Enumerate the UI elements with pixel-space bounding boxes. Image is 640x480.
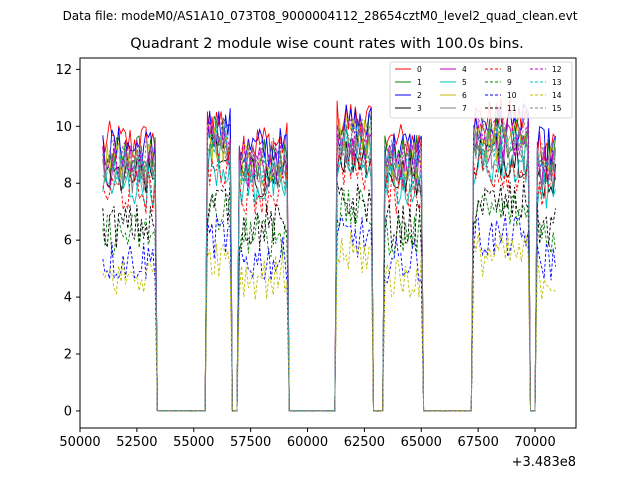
- y-tick-label: 8: [64, 177, 72, 192]
- y-tick-label: 0: [64, 404, 72, 419]
- legend-label-7: 7: [462, 104, 467, 113]
- x-axis: 50000 52500 55000 57500 60000 62500 65000 67500…: [59, 428, 556, 450]
- legend-label-13: 13: [552, 78, 562, 87]
- legend-label-15: 15: [552, 104, 562, 113]
- legend-label-14: 14: [552, 91, 562, 100]
- legend-label-8: 8: [507, 65, 512, 74]
- legend-label-11: 11: [507, 104, 517, 113]
- y-tick-label: 10: [55, 120, 72, 135]
- series-layer: [102, 98, 556, 412]
- y-tick-label: 2: [64, 348, 72, 363]
- legend-label-4: 4: [462, 65, 467, 74]
- x-tick-label: 60000: [287, 435, 328, 450]
- y-tick-label: 12: [55, 63, 72, 78]
- legend-label-6: 6: [462, 91, 467, 100]
- x-tick-label: 70000: [514, 435, 555, 450]
- y-tick-label: 4: [64, 291, 72, 306]
- x-tick-label: 65000: [401, 435, 442, 450]
- x-tick-label: 57500: [230, 435, 271, 450]
- legend-label-10: 10: [507, 91, 517, 100]
- legend-label-3: 3: [417, 104, 422, 113]
- x-tick-label: 50000: [59, 435, 100, 450]
- x-tick-label: 62500: [344, 435, 385, 450]
- x-offset-label: +3.483e8: [512, 455, 576, 470]
- series-line-10: [102, 214, 556, 412]
- chart-title: Quadrant 2 module wise count rates with …: [130, 36, 524, 52]
- plot-area: [79, 57, 577, 429]
- legend-label-2: 2: [417, 91, 422, 100]
- y-tick-label: 6: [64, 234, 72, 249]
- plot-frame: [79, 57, 577, 429]
- legend-label-5: 5: [462, 78, 467, 87]
- legend-label-0: 0: [417, 65, 422, 74]
- legend-label-9: 9: [507, 78, 512, 87]
- y-axis: 0 2 4 6 8 10 12: [55, 63, 80, 419]
- legend-label-12: 12: [552, 65, 562, 74]
- plot-background: [80, 58, 576, 428]
- x-tick-label: 55000: [173, 435, 214, 450]
- series-line-15: [102, 117, 556, 412]
- x-tick-label: 52500: [116, 435, 157, 450]
- x-tick-label: 67500: [457, 435, 498, 450]
- legend-label-1: 1: [417, 78, 422, 87]
- chart-suptitle: Data file: modeM0/AS1A10_073T08_90000041…: [63, 9, 578, 23]
- legend-box: [389, 61, 573, 119]
